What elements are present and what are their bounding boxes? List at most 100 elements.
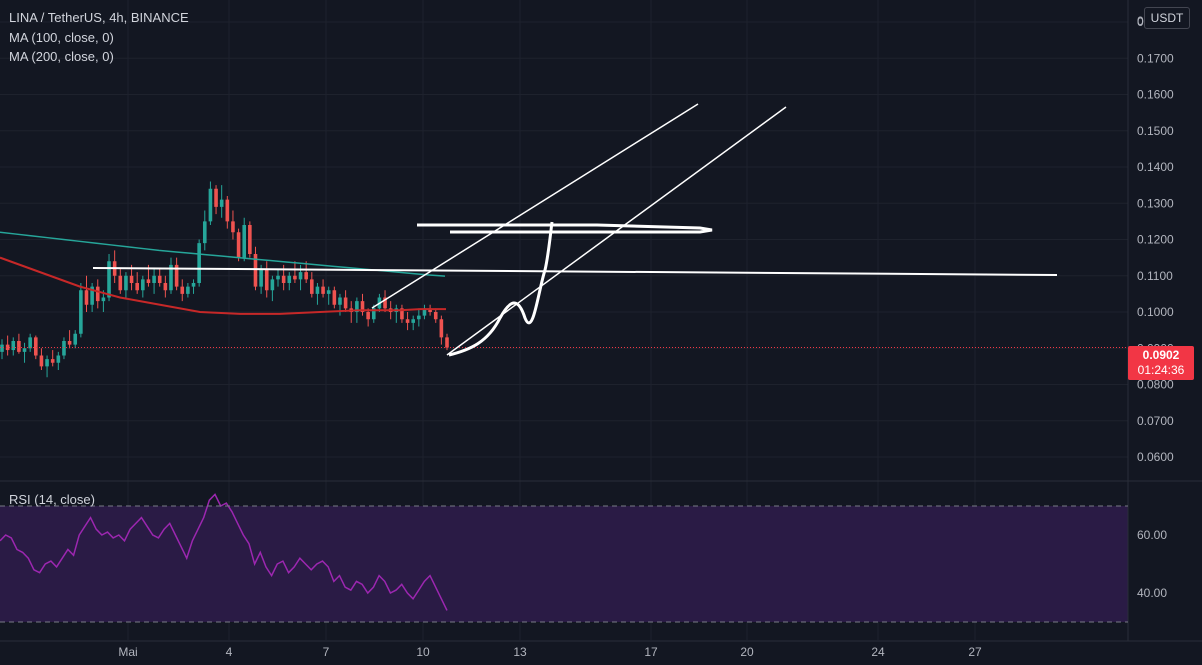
candle-body	[197, 243, 201, 283]
candle-body	[287, 275, 292, 283]
candle-body	[332, 290, 337, 305]
price-tick-label: 0.1300	[1137, 196, 1174, 210]
channel-upper-line	[371, 103, 699, 309]
candle-body	[439, 319, 444, 338]
rsi-legend: RSI (14, close)	[9, 492, 95, 507]
candle-body	[214, 188, 218, 207]
candle-body	[5, 344, 10, 351]
ma100-legend: MA (100, close, 0)	[9, 30, 114, 45]
candle-body	[405, 319, 410, 323]
price-tick-label: 0.1500	[1137, 124, 1174, 138]
horizontal-resistance-line	[92, 267, 1058, 276]
time-tick-label: 27	[968, 645, 982, 659]
rsi-tick-label: 60.00	[1137, 528, 1167, 542]
candle-body	[293, 275, 297, 280]
candle-body	[157, 275, 162, 283]
price-badge-value: 0.0902	[1142, 348, 1180, 362]
candle-body	[411, 319, 416, 323]
candle-body	[242, 225, 247, 258]
candle-body	[383, 297, 387, 309]
rsi-tick-label: 40.00	[1137, 586, 1167, 600]
price-tick-label: 0.0800	[1137, 378, 1174, 392]
price-tick-label: 0.1200	[1137, 233, 1174, 247]
candle-body	[208, 188, 213, 222]
candle-body	[315, 286, 320, 294]
candle-body	[101, 297, 106, 302]
candle-body	[28, 337, 32, 349]
candle-body	[33, 337, 38, 356]
candle-body	[231, 221, 235, 233]
candle-body	[174, 264, 179, 287]
price-tick-label: 0.1100	[1137, 269, 1173, 283]
time-tick-label: 4	[226, 645, 233, 659]
candle-body	[56, 355, 61, 363]
currency-label: USDT	[1150, 11, 1184, 25]
candle-body	[366, 312, 370, 320]
candle-body	[163, 283, 168, 291]
drawings[interactable]	[92, 103, 1058, 357]
candle-body	[22, 348, 27, 352]
time-tick-label: 10	[416, 645, 430, 659]
candle-body	[11, 341, 16, 351]
candle-body	[67, 341, 72, 345]
price-tick-label: 0.1600	[1137, 88, 1174, 102]
candle-body	[433, 312, 438, 320]
candle-body	[276, 275, 280, 280]
candle-body	[141, 279, 145, 291]
price-badge: 0.0902 01:24:36	[1128, 346, 1194, 380]
candle-body	[253, 254, 258, 287]
candle-body	[248, 225, 252, 254]
time-tick-label: 20	[740, 645, 754, 659]
candle-body	[428, 308, 432, 312]
candle-body	[338, 297, 342, 305]
candle-body	[343, 297, 348, 309]
candle-body	[17, 341, 21, 352]
candle-body	[79, 290, 83, 334]
candle-body	[321, 286, 325, 294]
candle-body	[360, 301, 365, 312]
candle-body	[310, 279, 314, 294]
ma100-line	[0, 256, 446, 315]
candle-body	[191, 283, 196, 287]
time-tick-label: 7	[323, 645, 330, 659]
candle-body	[355, 301, 359, 312]
price-tick-label-top: 0	[1137, 14, 1144, 28]
candle-body	[152, 275, 156, 283]
ma200-legend: MA (200, close, 0)	[9, 49, 114, 64]
time-tick-label: Mai	[118, 645, 137, 659]
rsi-line	[0, 493, 448, 611]
price-tick-label: 0.1000	[1137, 305, 1174, 319]
price-badge-countdown: 01:24:36	[1137, 363, 1185, 377]
candle-body	[50, 359, 55, 363]
candles-group	[0, 181, 449, 378]
price-tick-label: 0.1400	[1137, 160, 1174, 174]
candle-body	[73, 333, 78, 345]
candle-body	[107, 261, 111, 298]
candle-body	[39, 355, 44, 367]
currency-button[interactable]: USDT	[1144, 7, 1190, 29]
price-tick-label: 0.0700	[1137, 414, 1174, 428]
rsi-layer	[0, 493, 448, 611]
candle-body	[124, 275, 128, 291]
candle-body	[90, 286, 94, 305]
candle-body	[445, 337, 449, 348]
candle-body	[304, 272, 308, 280]
time-tick-label: 13	[513, 645, 527, 659]
candle-body	[219, 199, 224, 207]
candle-body	[180, 286, 185, 294]
candle-body	[146, 279, 151, 283]
candle-body	[270, 279, 275, 291]
candle-body	[169, 264, 173, 291]
candle-body	[225, 199, 230, 222]
candle-body	[135, 283, 139, 291]
time-tick-label: 17	[644, 645, 658, 659]
price-tick-label: 0.1700	[1137, 51, 1174, 65]
candle-body	[95, 286, 100, 302]
candle-body	[264, 268, 269, 291]
candle-body	[259, 268, 263, 287]
candle-body	[422, 308, 427, 316]
target-arrow-marker	[417, 223, 713, 234]
candle-body	[118, 275, 123, 291]
candle-body	[186, 286, 190, 294]
